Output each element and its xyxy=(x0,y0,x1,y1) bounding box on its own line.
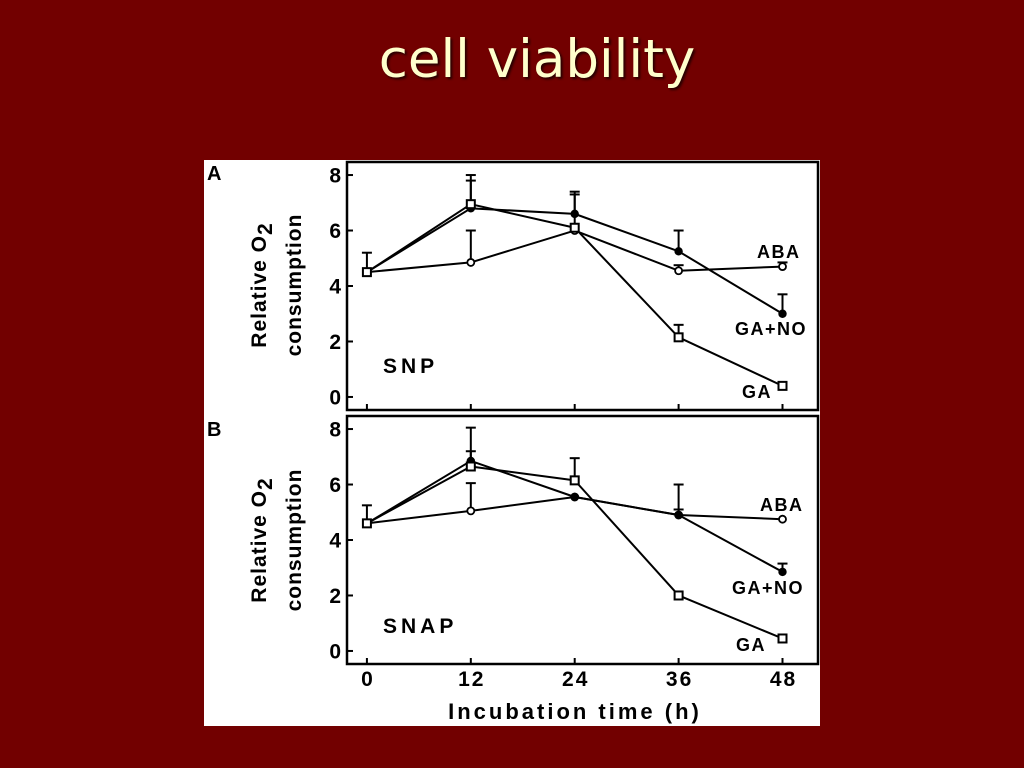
x-tick-label: 36 xyxy=(666,668,693,691)
data-point-aba xyxy=(466,506,476,516)
data-point-ga xyxy=(569,222,580,233)
condition-label: SNAP xyxy=(383,615,457,638)
y-axis-title-text: Relative O xyxy=(248,490,271,603)
data-point-aba xyxy=(466,258,476,267)
series-label-ga: GA xyxy=(742,382,772,402)
data-point-aba xyxy=(778,514,787,524)
data-point-ga xyxy=(673,332,684,343)
data-point-ga xyxy=(361,518,372,529)
x-tick-label: 24 xyxy=(562,668,589,691)
x-tick-label: 48 xyxy=(770,668,797,691)
panel-label: A xyxy=(207,163,221,185)
series-label-aba: ABA xyxy=(757,242,801,262)
figure: 0 2 4 6 8 ABA GA+NO GA A SNP Relative O2 consumptio… xyxy=(204,160,820,726)
y-axis-title-subscript: 2 xyxy=(254,477,277,490)
data-point-ga-no xyxy=(674,247,683,256)
x-axis-title: Incubation time (h) xyxy=(448,699,702,724)
series-label-ga: GA xyxy=(736,635,766,655)
data-point-ga xyxy=(465,199,476,210)
data-point-ga xyxy=(777,380,788,391)
x-tick-label: 12 xyxy=(458,668,485,691)
series-label-ga-no: GA+NO xyxy=(732,578,804,598)
y-axis-title-subscript: 2 xyxy=(254,222,277,235)
y-tick-label: 2 xyxy=(329,331,343,354)
y-tick-label: 4 xyxy=(329,276,343,299)
y-tick-label: 0 xyxy=(329,386,343,409)
data-point-ga-no xyxy=(570,209,579,219)
y-axis-title: Relative O2 xyxy=(248,222,277,347)
slide-title: cell viability xyxy=(378,29,696,90)
data-point-aba xyxy=(778,262,787,271)
panel-label: B xyxy=(207,419,221,441)
series-label-aba: ABA xyxy=(760,495,804,515)
y-tick-label: 4 xyxy=(329,530,343,553)
y-tick-label: 6 xyxy=(329,220,343,243)
series-line-ga xyxy=(366,465,783,640)
x-tick-label: 0 xyxy=(361,668,375,691)
data-point-aba xyxy=(674,266,684,276)
y-axis-title-text: Relative O xyxy=(248,235,271,348)
data-point-ga xyxy=(465,461,476,472)
data-point-ga xyxy=(673,590,684,601)
data-point-ga xyxy=(361,267,372,278)
y-axis-title: Relative O2 xyxy=(248,477,277,602)
data-point-ga-no xyxy=(778,567,787,577)
data-point-ga-no xyxy=(674,510,683,520)
data-point-ga xyxy=(777,633,788,644)
y-tick-label: 8 xyxy=(329,165,343,188)
y-axis-title-line2: consumption xyxy=(283,469,306,612)
series-line-aba xyxy=(366,229,783,274)
y-tick-label: 2 xyxy=(329,585,343,608)
data-point-ga-no xyxy=(570,492,579,502)
y-tick-label: 0 xyxy=(329,640,343,663)
series-label-ga-no: GA+NO xyxy=(735,319,807,339)
condition-label: SNP xyxy=(383,355,438,378)
data-point-ga-no xyxy=(778,309,787,318)
y-axis-title-line2: consumption xyxy=(283,214,306,357)
y-tick-label: 8 xyxy=(329,419,343,442)
data-point-ga xyxy=(569,475,580,486)
y-tick-label: 6 xyxy=(329,474,343,497)
